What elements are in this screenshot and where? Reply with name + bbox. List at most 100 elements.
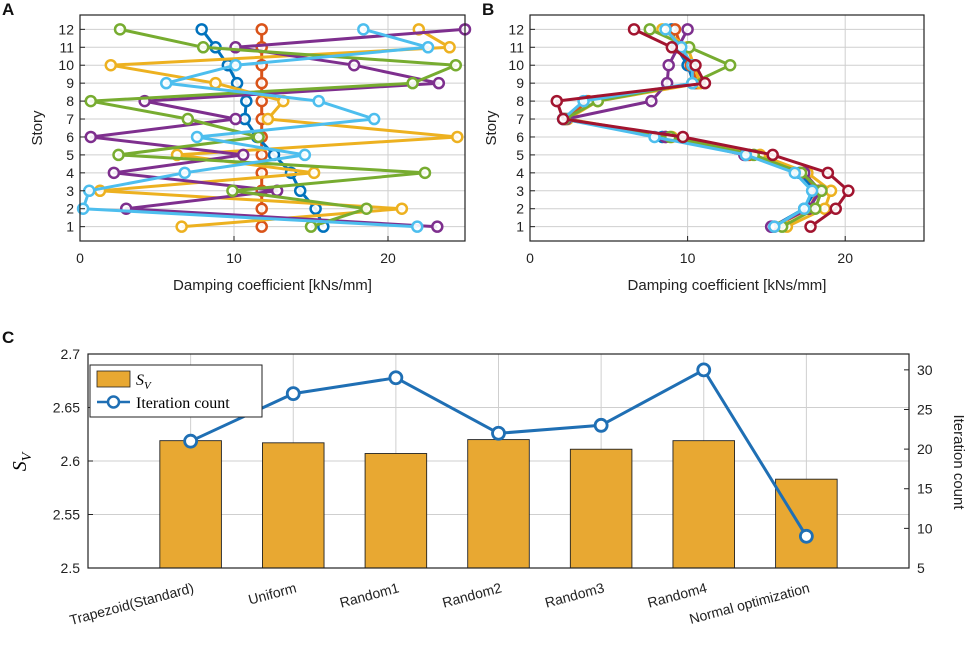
a-point-random4 <box>357 23 370 36</box>
a-point-random3 <box>181 112 195 126</box>
a-series-line-random1 <box>98 28 459 229</box>
tick-label-y-right: 25 <box>917 401 933 417</box>
b-point-normal-optimization <box>689 58 702 72</box>
tick-label-y: 10 <box>58 57 74 73</box>
legend-bar-label-sub: V <box>144 380 152 392</box>
chart-b-frame <box>529 14 925 242</box>
b-point-random4 <box>788 166 802 180</box>
a-point-random1 <box>307 166 321 180</box>
a-point-random2 <box>236 148 250 162</box>
b-point-normal-optimization <box>821 166 835 180</box>
tick-label-y: 12 <box>508 21 524 37</box>
b-point-random3 <box>809 202 822 215</box>
b-point-random3 <box>723 58 737 72</box>
b-point-normal-optimization <box>665 41 679 54</box>
tick-label-y: 11 <box>509 39 524 55</box>
legend-bar-label-main: S <box>136 372 144 389</box>
bar-sv <box>159 440 222 569</box>
a-point-random1 <box>451 130 464 144</box>
tick-label-y: 2 <box>516 201 524 217</box>
a-point-trapezoid <box>195 23 208 36</box>
chart-b-ylabel: Story <box>483 110 500 146</box>
a-point-random3 <box>226 184 239 198</box>
a-point-random3 <box>304 220 318 233</box>
a-point-random3 <box>418 166 432 180</box>
a-point-random2 <box>347 58 361 72</box>
tick-label-y-left: 2.5 <box>61 560 81 576</box>
a-point-random3 <box>113 23 127 36</box>
a-point-random3 <box>449 58 463 72</box>
panel-letter-a: A <box>2 0 14 19</box>
a-point-uniform <box>255 202 268 215</box>
tick-label-y: 4 <box>66 165 74 181</box>
tick-label-x: 0 <box>526 250 534 266</box>
b-point-random4 <box>805 184 819 198</box>
iteration-count-point <box>491 425 506 441</box>
a-point-random1 <box>175 220 188 233</box>
tick-label-y: 3 <box>516 183 524 199</box>
chart-a-ylabel: Story <box>29 110 46 146</box>
a-point-random4 <box>411 220 424 233</box>
chart-c-legend: SV Iteration count <box>89 364 263 418</box>
tick-label-y: 11 <box>59 39 74 55</box>
b-point-normal-optimization <box>698 76 712 90</box>
a-point-random3 <box>252 130 265 144</box>
tick-label-y-right: 30 <box>917 362 933 378</box>
a-point-random2 <box>431 220 444 233</box>
tick-label-y: 9 <box>516 75 524 91</box>
a-point-random4 <box>312 94 325 108</box>
tick-label-x: Uniform <box>247 579 298 607</box>
chart-c-line <box>183 362 814 544</box>
a-point-random1 <box>395 202 409 215</box>
bar-sv <box>467 439 530 569</box>
a-point-random4 <box>298 148 312 162</box>
tick-label-y-right: 20 <box>917 441 933 457</box>
iteration-count-point <box>696 362 712 378</box>
tick-label-y: 9 <box>66 75 74 91</box>
a-point-random2 <box>107 166 121 180</box>
tick-label-y-right: 5 <box>917 560 925 576</box>
b-point-random4 <box>768 220 781 233</box>
tick-label-y: 8 <box>516 93 524 109</box>
a-point-uniform <box>255 220 268 233</box>
b-point-random4 <box>659 23 672 36</box>
a-point-random3 <box>112 148 125 162</box>
tick-label-y-left: 2.7 <box>61 346 81 362</box>
bar-sv <box>262 442 325 569</box>
tick-label-y: 4 <box>516 165 524 181</box>
a-point-random1 <box>261 112 275 126</box>
legend-line-marker <box>106 395 121 409</box>
b-point-normal-optimization <box>804 220 817 233</box>
a-point-random4 <box>190 130 204 144</box>
chart-a-series <box>76 23 472 233</box>
tick-label-y: 6 <box>66 129 74 145</box>
chart-c-ylabel: SV <box>9 451 35 471</box>
chart-c-ylabel-right: Iteration count <box>950 414 967 510</box>
legend-bar-swatch <box>96 370 131 388</box>
a-point-random1 <box>443 41 456 54</box>
bar-sv <box>775 478 838 569</box>
tick-label-y-left: 2.6 <box>61 453 81 469</box>
a-point-trapezoid <box>293 184 307 198</box>
tick-label-y-left: 2.55 <box>53 507 80 523</box>
a-point-random1 <box>209 76 222 90</box>
tick-label-y: 7 <box>516 111 524 127</box>
a-point-random4 <box>82 184 96 198</box>
a-point-random4 <box>229 58 242 72</box>
chart-a-frame <box>79 14 466 242</box>
a-point-random4 <box>178 166 191 180</box>
chart-b-series <box>550 23 855 233</box>
tick-label-y: 12 <box>58 21 74 37</box>
b-point-normal-optimization <box>676 130 690 144</box>
b-point-random2 <box>681 23 694 36</box>
a-point-random4 <box>367 112 381 126</box>
iteration-count-point <box>388 370 404 386</box>
tick-label-y: 3 <box>66 183 74 199</box>
b-point-normal-optimization <box>627 23 641 36</box>
tick-label-y: 5 <box>516 147 524 163</box>
chart-a-xlabel: Damping coefficient [kNs/mm] <box>173 277 372 294</box>
panel-letter-b: B <box>482 0 494 19</box>
a-point-random1 <box>104 58 118 72</box>
